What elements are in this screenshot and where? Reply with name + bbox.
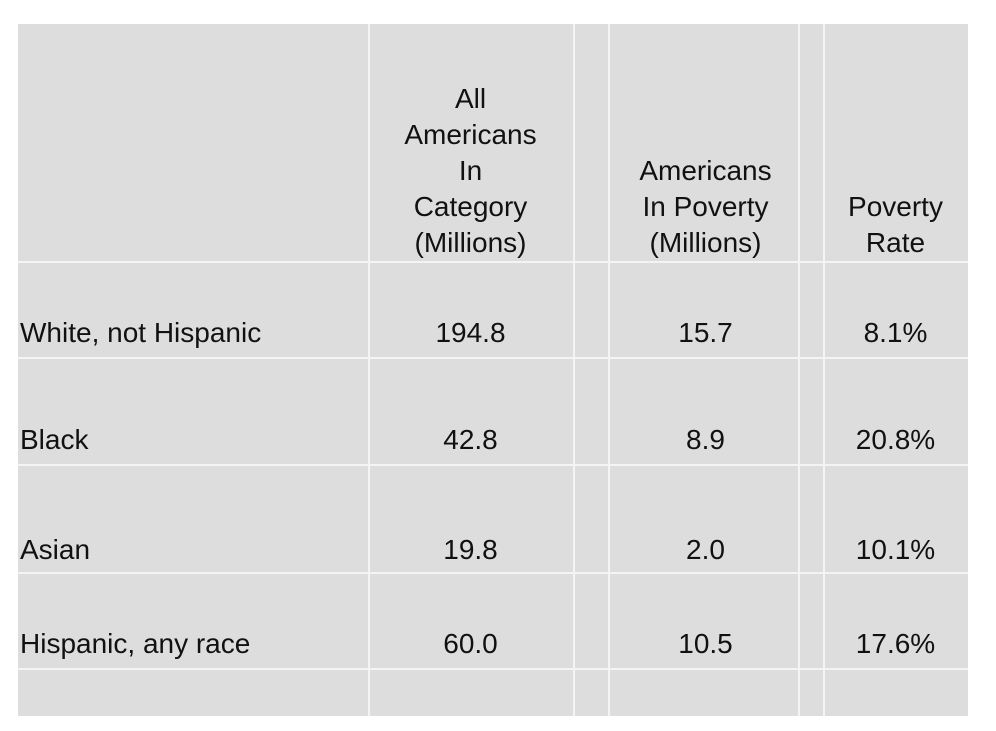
column-divider (608, 24, 610, 716)
row-label: White, not Hispanic (20, 317, 262, 348)
row-divider (18, 261, 968, 263)
table-cell: 2.0 (686, 534, 725, 565)
table-cell: 10.5 (678, 628, 733, 659)
row-divider (18, 357, 968, 359)
table-cell: 42.8 (443, 424, 498, 455)
column-divider (573, 24, 575, 716)
table-cell: 15.7 (678, 317, 733, 348)
header-line: Category (413, 191, 528, 222)
table-cell: 60.0 (443, 628, 498, 659)
column-divider (368, 24, 370, 716)
table-cell: 8.9 (686, 424, 725, 455)
header-line: (Millions) (414, 227, 527, 258)
header-line: (Millions) (649, 227, 762, 258)
row-divider (18, 572, 968, 574)
table-cell: 194.8 (435, 317, 506, 348)
header-line: Americans (639, 155, 772, 186)
header-in-poverty: Americans In Poverty (Millions) (593, 24, 818, 261)
header-line: In (458, 155, 483, 186)
column-divider (823, 24, 825, 716)
row-divider (18, 668, 968, 670)
header-line: Rate (865, 227, 926, 258)
table-cell: 17.6% (855, 628, 936, 659)
header-poverty-rate: Poverty Rate (823, 24, 968, 261)
row-label: Asian (20, 534, 91, 565)
table-cell: 20.8% (855, 424, 936, 455)
header-line: Americans (404, 119, 537, 150)
column-divider (798, 24, 800, 716)
header-line: In Poverty (642, 191, 769, 222)
row-label: Hispanic, any race (20, 628, 251, 659)
table-cell: 10.1% (855, 534, 936, 565)
table-cell: 19.8 (443, 534, 498, 565)
header-line: Poverty (848, 191, 943, 222)
row-divider (18, 464, 968, 466)
table-cell: 8.1% (863, 317, 928, 348)
row-label: Black (20, 424, 89, 455)
header-all-americans: All Americans In Category (Millions) (368, 24, 573, 261)
poverty-table: All Americans In Category (Millions) Ame… (18, 24, 968, 716)
header-line: All (454, 83, 487, 114)
